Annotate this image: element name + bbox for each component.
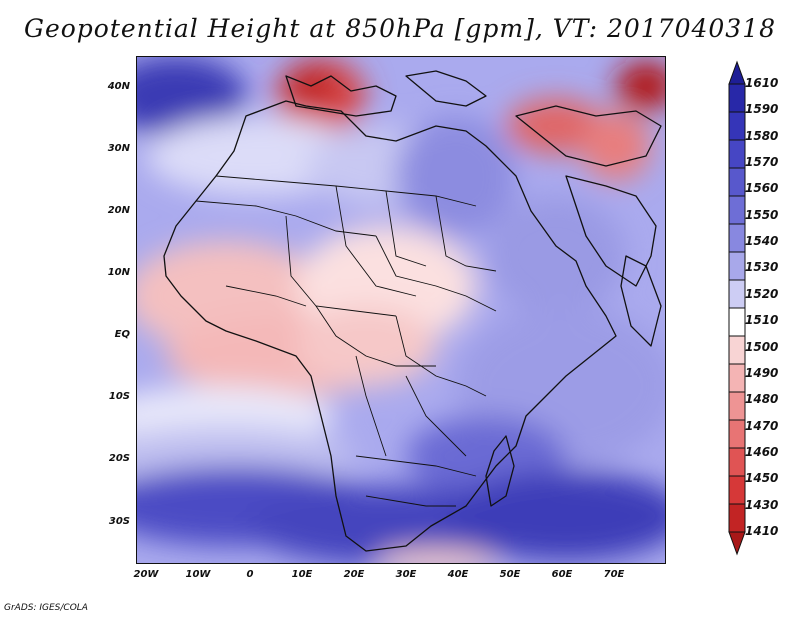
colorbar-swatch [728, 335, 746, 365]
lon-label-30e: 30E [395, 569, 417, 580]
lat-label-eq: EQ [114, 329, 130, 340]
colorbar-label: 1470 [745, 419, 779, 433]
borders [195, 175, 497, 507]
colorbar-swatch [728, 503, 746, 533]
lat-label-10n: 10N [107, 267, 130, 278]
colorbar-swatch [728, 475, 746, 505]
lon-label-20w: 20W [133, 569, 159, 580]
colorbar-swatch [728, 279, 746, 309]
colorbar-label: 1550 [745, 208, 779, 222]
colorbar-label: 1560 [745, 181, 779, 195]
colorbar-top-arrow [728, 60, 746, 85]
lon-label-40e: 40E [447, 569, 469, 580]
colorbar-label: 1590 [745, 102, 779, 116]
height-field [136, 56, 666, 564]
colorbar-swatch [728, 167, 746, 197]
colorbar-label: 1460 [745, 445, 779, 459]
lat-label-10s: 10S [108, 391, 130, 402]
colorbar-swatch [728, 111, 746, 141]
grads-credit: GrADS: IGES/COLA [4, 603, 88, 613]
colorbar-label: 1520 [745, 287, 779, 301]
lon-label-60e: 60E [551, 569, 573, 580]
colorbar-label: 1500 [745, 340, 779, 354]
colorbar-label: 1490 [745, 366, 779, 380]
lat-label-20n: 20N [107, 205, 130, 216]
colorbar-swatch [728, 139, 746, 169]
colorbar-swatch [728, 447, 746, 477]
colorbar-label: 1610 [745, 76, 779, 90]
colorbar [728, 60, 746, 556]
colorbar-swatch [728, 419, 746, 449]
lat-label-30n: 30N [107, 143, 130, 154]
colorbar-swatch [728, 223, 746, 253]
map-frame [136, 56, 666, 564]
colorbar-label: 1430 [745, 498, 779, 512]
geopotential-map [136, 56, 666, 564]
colorbar-label: 1450 [745, 471, 779, 485]
colorbar-label: 1580 [745, 129, 779, 143]
lat-label-40n: 40N [107, 81, 130, 92]
chart-title: Geopotential Height at 850hPa [gpm], VT:… [23, 14, 777, 43]
map-panel [136, 56, 666, 564]
lon-label-10w: 10W [185, 569, 211, 580]
colorbar-swatch [728, 251, 746, 281]
lon-label-10e: 10E [291, 569, 313, 580]
colorbar-label: 1570 [745, 155, 779, 169]
lon-label-50e: 50E [499, 569, 521, 580]
colorbar-bottom-arrow [728, 531, 746, 556]
colorbar-swatch [728, 391, 746, 421]
coastlines [163, 70, 662, 552]
lon-label-70e: 70E [603, 569, 625, 580]
colorbar-swatch [728, 195, 746, 225]
lon-label-20e: 20E [343, 569, 365, 580]
lat-label-30s: 30S [108, 516, 130, 527]
colorbar-swatch [728, 83, 746, 113]
colorbar-label: 1410 [745, 524, 779, 538]
colorbar-label: 1510 [745, 313, 779, 327]
colorbar-label: 1540 [745, 234, 779, 248]
lat-label-20s: 20S [108, 453, 130, 464]
lon-label-0: 0 [246, 569, 254, 580]
colorbar-swatch [728, 307, 746, 337]
colorbar-label: 1480 [745, 392, 779, 406]
colorbar-label: 1530 [745, 260, 779, 274]
colorbar-swatch [728, 363, 746, 393]
